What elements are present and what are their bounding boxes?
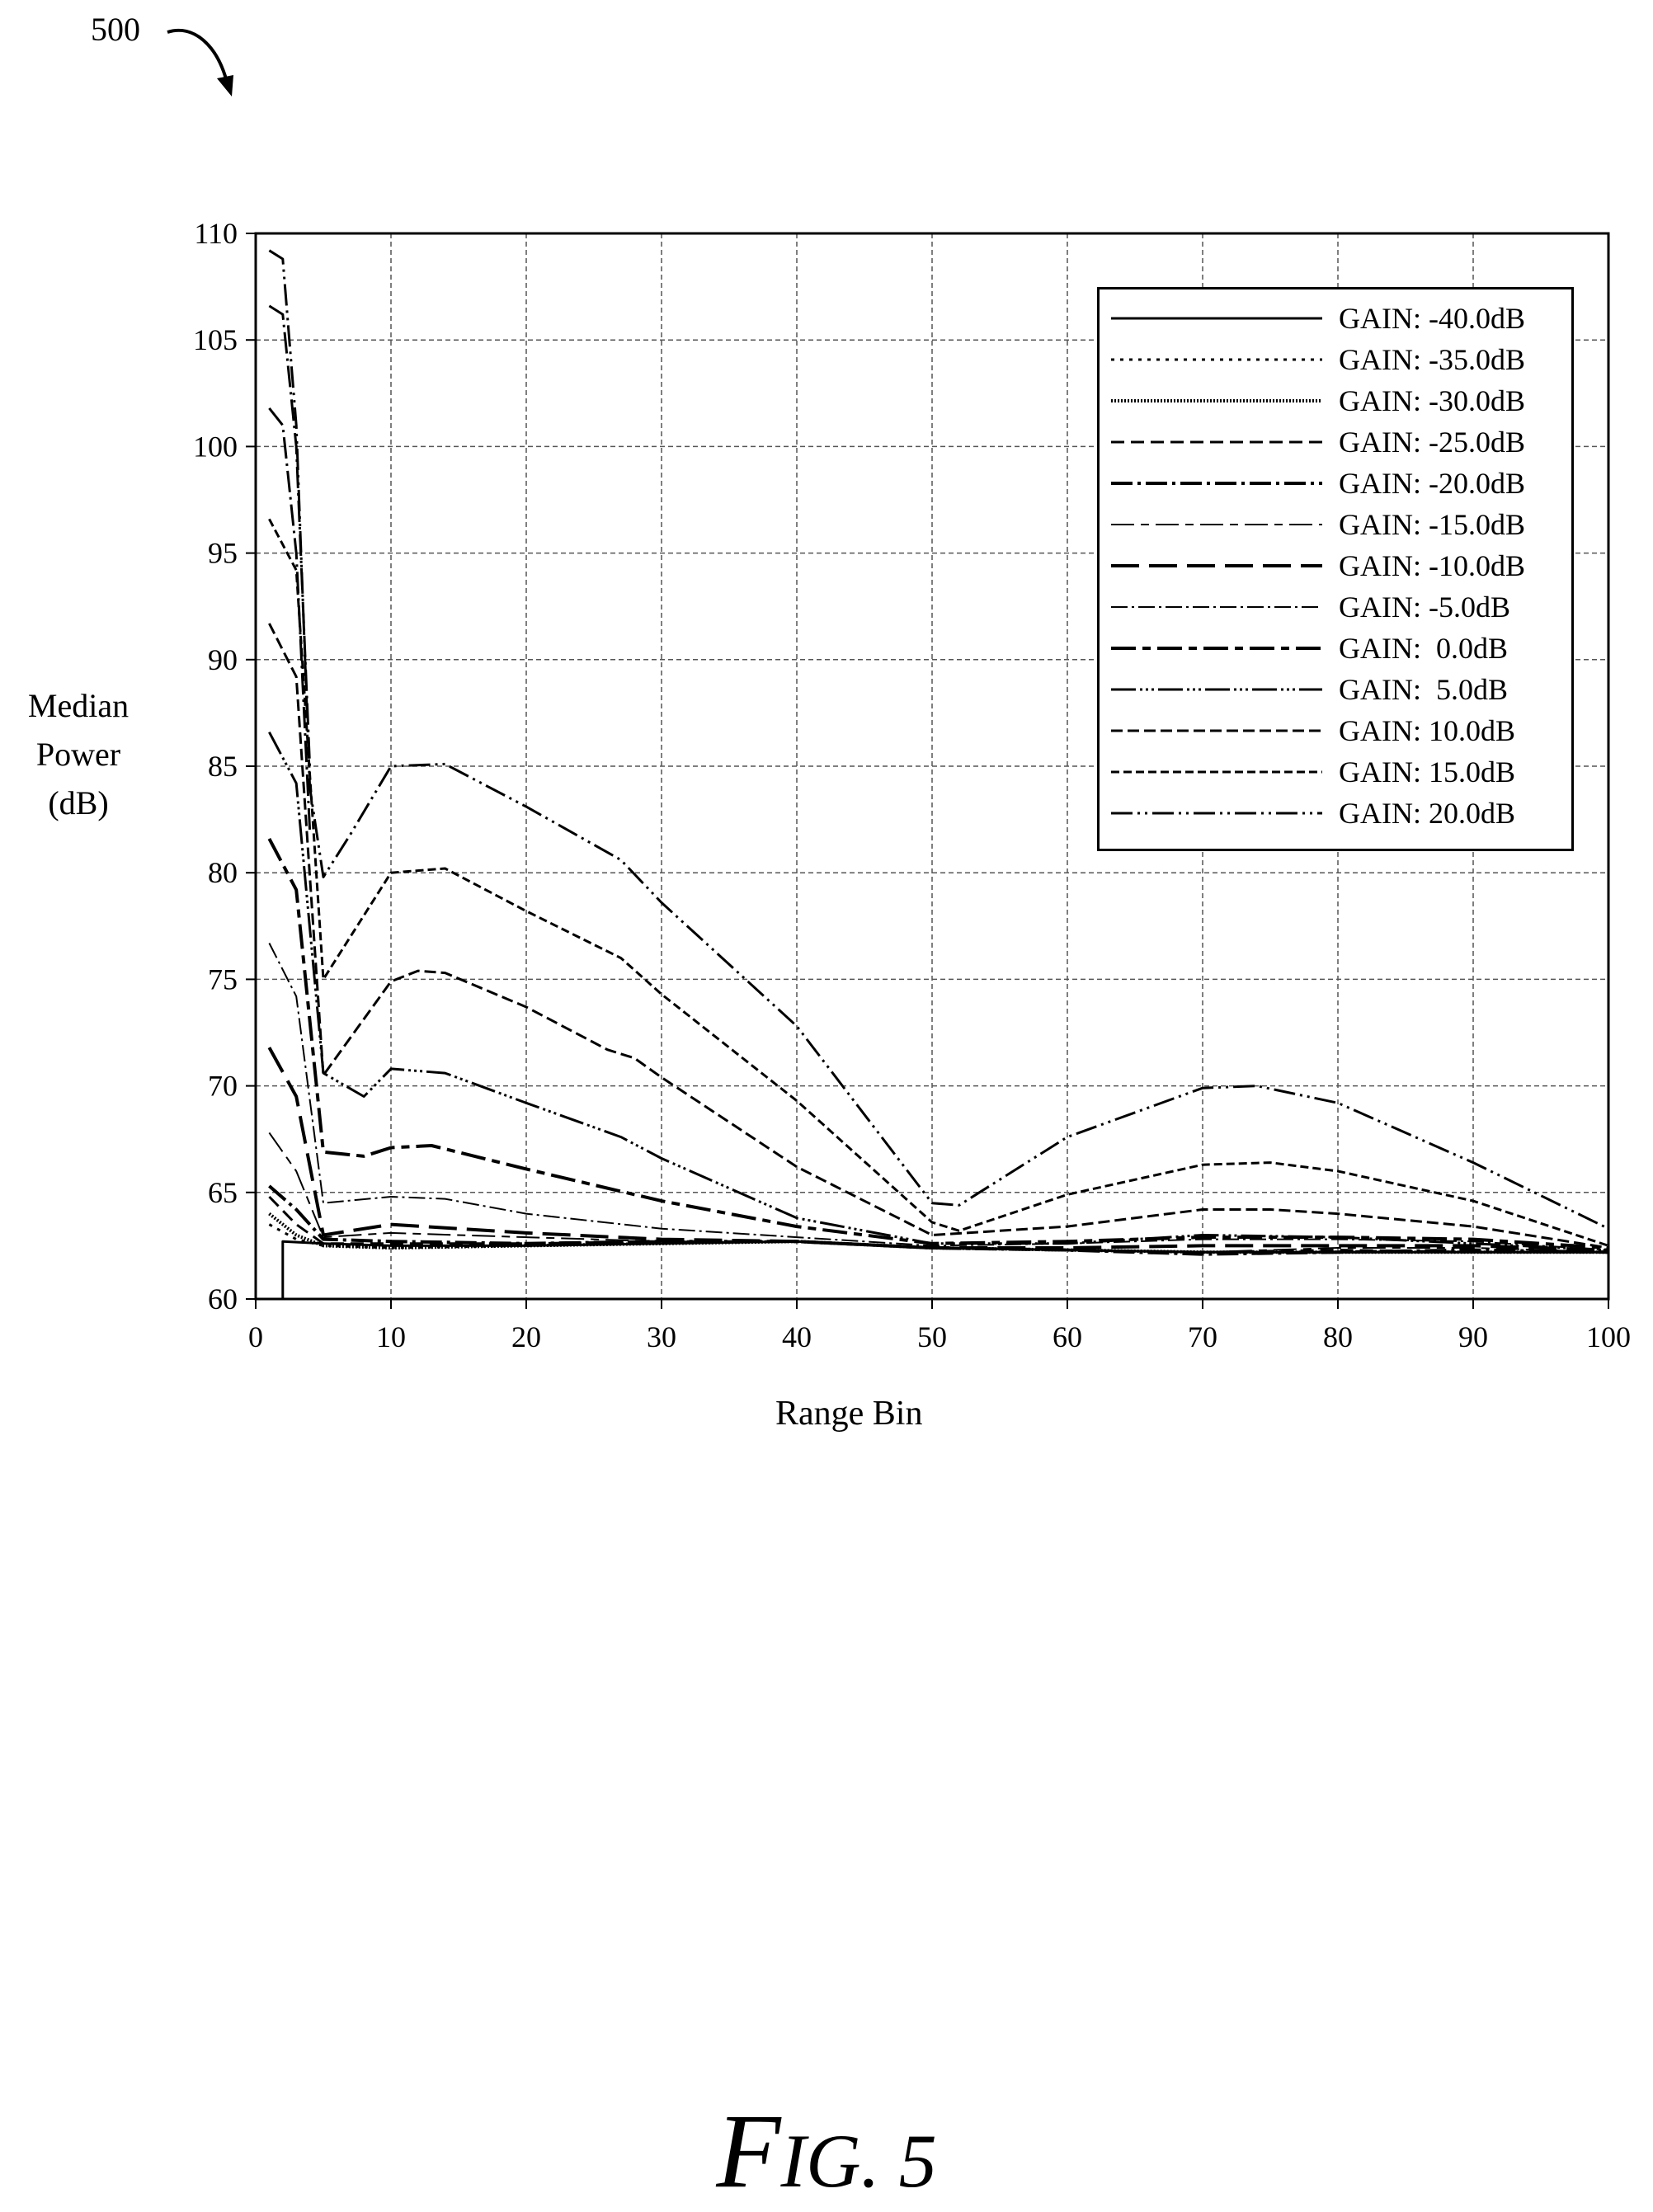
x-tick-label: 20: [511, 1320, 541, 1353]
legend-label: GAIN: 20.0dB: [1339, 797, 1515, 830]
legend-line-swatch: [1111, 482, 1322, 485]
y-tick-label: 65: [208, 1176, 238, 1209]
x-tick-label: 0: [248, 1320, 263, 1353]
legend-line-swatch: [1111, 440, 1322, 444]
reference-arrow-icon: [167, 29, 233, 96]
legend-entry: GAIN: -40.0dB: [1100, 298, 1571, 339]
legend-entry: GAIN: 20.0dB: [1100, 793, 1571, 834]
x-tick-label: 60: [1053, 1320, 1082, 1353]
legend-line-swatch: [1111, 606, 1322, 608]
legend-entry: GAIN: -10.0dB: [1100, 545, 1571, 586]
legend-label: GAIN: 5.0dB: [1339, 673, 1508, 706]
legend-line-swatch: [1111, 317, 1322, 320]
y-tick-label: 80: [208, 856, 238, 889]
y-tick-label: 105: [193, 323, 238, 356]
series-line: [268, 623, 1609, 1250]
legend-label: GAIN: -40.0dB: [1339, 302, 1525, 335]
legend-label: GAIN: -5.0dB: [1339, 591, 1510, 624]
legend-entry: GAIN: 10.0dB: [1100, 710, 1571, 751]
legend-entry: GAIN: -25.0dB: [1100, 421, 1571, 463]
x-tick-label: 50: [917, 1320, 947, 1353]
y-tick-label: 70: [208, 1070, 238, 1103]
y-tick-label: 60: [208, 1282, 238, 1315]
legend-label: GAIN: 0.0dB: [1339, 632, 1508, 665]
figure-caption-rest: IG. 5: [780, 2119, 937, 2203]
legend-entry: GAIN: 0.0dB: [1100, 628, 1571, 669]
legend-line-swatch: [1111, 812, 1322, 815]
x-tick-label: 30: [647, 1320, 676, 1353]
y-tick-label: 110: [194, 217, 238, 250]
series-line: [268, 1184, 1609, 1256]
legend-entry: GAIN: -5.0dB: [1100, 586, 1571, 628]
legend-entry: GAIN: 5.0dB: [1100, 669, 1571, 710]
y-tick-label: 85: [208, 750, 238, 783]
series-line-spike: [268, 304, 312, 767]
legend-label: GAIN: 10.0dB: [1339, 714, 1515, 747]
y-tick-label: 100: [193, 430, 238, 463]
chart-legend: GAIN: -40.0dB GAIN: -35.0dB GAIN: -30.0dB G…: [1097, 287, 1574, 851]
figure-caption-initial: F: [716, 2092, 781, 2210]
series-line: [268, 249, 1609, 1231]
legend-label: GAIN: 15.0dB: [1339, 755, 1515, 788]
legend-entry: GAIN: -20.0dB: [1100, 463, 1571, 504]
legend-line-swatch: [1111, 770, 1322, 774]
series-line: [268, 1212, 1608, 1254]
x-tick-label: 70: [1188, 1320, 1217, 1353]
legend-label: GAIN: -10.0dB: [1339, 549, 1525, 582]
series-line-spike: [268, 407, 312, 831]
legend-line-swatch: [1111, 688, 1322, 691]
figure-caption: FIG. 5: [0, 2091, 1653, 2212]
legend-line-swatch: [1111, 729, 1322, 732]
y-tick-label: 90: [208, 643, 238, 676]
x-tick-label: 90: [1458, 1320, 1488, 1353]
figure-reference-number: 500: [91, 11, 140, 48]
legend-line-swatch: [1111, 358, 1322, 361]
x-tick-label: 10: [376, 1320, 406, 1353]
legend-line-swatch: [1111, 399, 1322, 402]
legend-line-swatch: [1111, 564, 1322, 567]
y-axis-label: Median Power (dB): [8, 681, 148, 827]
legend-label: GAIN: -15.0dB: [1339, 508, 1525, 541]
x-tick-label: 80: [1323, 1320, 1353, 1353]
legend-entry: GAIN: -15.0dB: [1100, 504, 1571, 545]
legend-label: GAIN: -20.0dB: [1339, 467, 1525, 500]
legend-entry: GAIN: 15.0dB: [1100, 751, 1571, 793]
x-tick-label: 40: [782, 1320, 812, 1353]
series-line: [267, 1047, 1609, 1252]
legend-label: GAIN: -30.0dB: [1339, 384, 1525, 417]
y-axis-label-line: (dB): [48, 784, 109, 821]
y-tick-label: 75: [208, 962, 238, 995]
x-tick-label: 100: [1586, 1320, 1631, 1353]
legend-line-swatch: [1111, 524, 1322, 525]
legend-entry: GAIN: -35.0dB: [1100, 339, 1571, 380]
y-axis-label-line: Power: [35, 736, 121, 773]
series-line: [268, 518, 1609, 1247]
legend-label: GAIN: -25.0dB: [1339, 426, 1525, 459]
y-tick-label: 95: [208, 537, 238, 570]
series-line: [268, 731, 1609, 1252]
series-line: [268, 943, 1609, 1251]
y-axis-label-line: Median: [27, 687, 130, 724]
legend-label: GAIN: -35.0dB: [1339, 343, 1525, 376]
legend-entry: GAIN: -30.0dB: [1100, 380, 1571, 421]
legend-line-swatch: [1111, 647, 1322, 650]
series-line: [267, 837, 1609, 1250]
x-axis-label: Range Bin: [775, 1395, 923, 1433]
